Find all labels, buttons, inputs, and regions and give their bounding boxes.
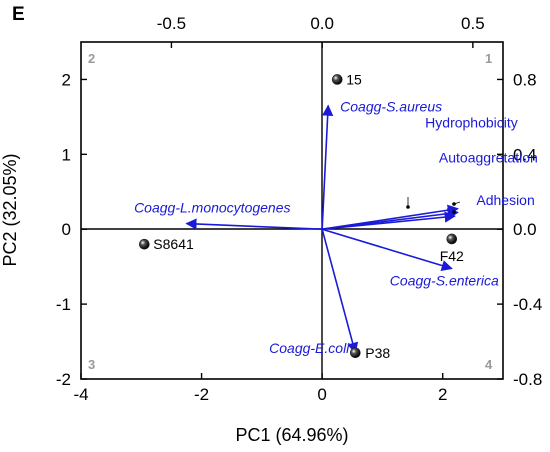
leader-dot (452, 202, 456, 206)
score-point (446, 233, 458, 245)
leader-dot (406, 205, 410, 209)
top-tick-label: 0.0 (310, 14, 334, 33)
top-tick-label: -0.5 (157, 14, 186, 33)
x-axis-title: PC1 (64.96%) (235, 425, 348, 445)
x-tick-label: 2 (438, 385, 447, 404)
loading-label: Autoaggretation (439, 149, 538, 165)
loading-vector (321, 104, 334, 230)
score-point-label: S8641 (153, 236, 194, 252)
score-point-label: P38 (365, 345, 390, 361)
quadrant-label-1: 1 (485, 51, 492, 66)
score-point (349, 347, 361, 359)
leader-dot (452, 210, 456, 214)
plot-frame (80, 41, 504, 380)
loading-label: Adhesion (476, 192, 534, 208)
y-tick-label: -1 (56, 295, 71, 314)
x-tick-label: -2 (194, 385, 209, 404)
y-tick-label: 0 (62, 220, 71, 239)
y-tick-label: 2 (62, 70, 71, 89)
panel-letter: E (12, 4, 25, 25)
loading-label: Coagg-S.enterica (390, 273, 499, 289)
loading-label: Hydrophobicity (425, 115, 518, 131)
y-tick-label: 1 (62, 145, 71, 164)
y-axis-title: PC2 (32.05%) (0, 153, 20, 266)
x-tick-label: -4 (73, 385, 88, 404)
right-tick-label: -0.4 (513, 295, 542, 314)
loading-vector (185, 218, 323, 231)
loading-label: Coagg-L.monocytogenes (134, 200, 290, 216)
loading-vector (321, 229, 359, 354)
loading-vector (322, 211, 456, 231)
quadrant-label-3: 3 (88, 357, 95, 372)
score-point (331, 74, 343, 85)
loading-label: Coagg-S.aureus (340, 99, 442, 115)
right-tick-label: 0.4 (513, 145, 537, 164)
y-tick-label: -2 (56, 370, 71, 389)
quadrant-label-2: 2 (88, 51, 95, 66)
right-tick-label: 0.8 (513, 70, 537, 89)
right-tick-label: -0.8 (513, 370, 542, 389)
loading-label: Coagg-E.coli (269, 340, 350, 356)
score-point-label: 15 (346, 71, 362, 87)
score-point (139, 238, 150, 250)
x-tick-label: 0 (317, 385, 326, 404)
top-tick-label: 0.5 (461, 14, 485, 33)
loading-vector (321, 228, 453, 271)
score-point-label: F42 (440, 248, 464, 264)
right-tick-label: 0.0 (513, 220, 537, 239)
quadrant-label-4: 4 (485, 357, 493, 372)
